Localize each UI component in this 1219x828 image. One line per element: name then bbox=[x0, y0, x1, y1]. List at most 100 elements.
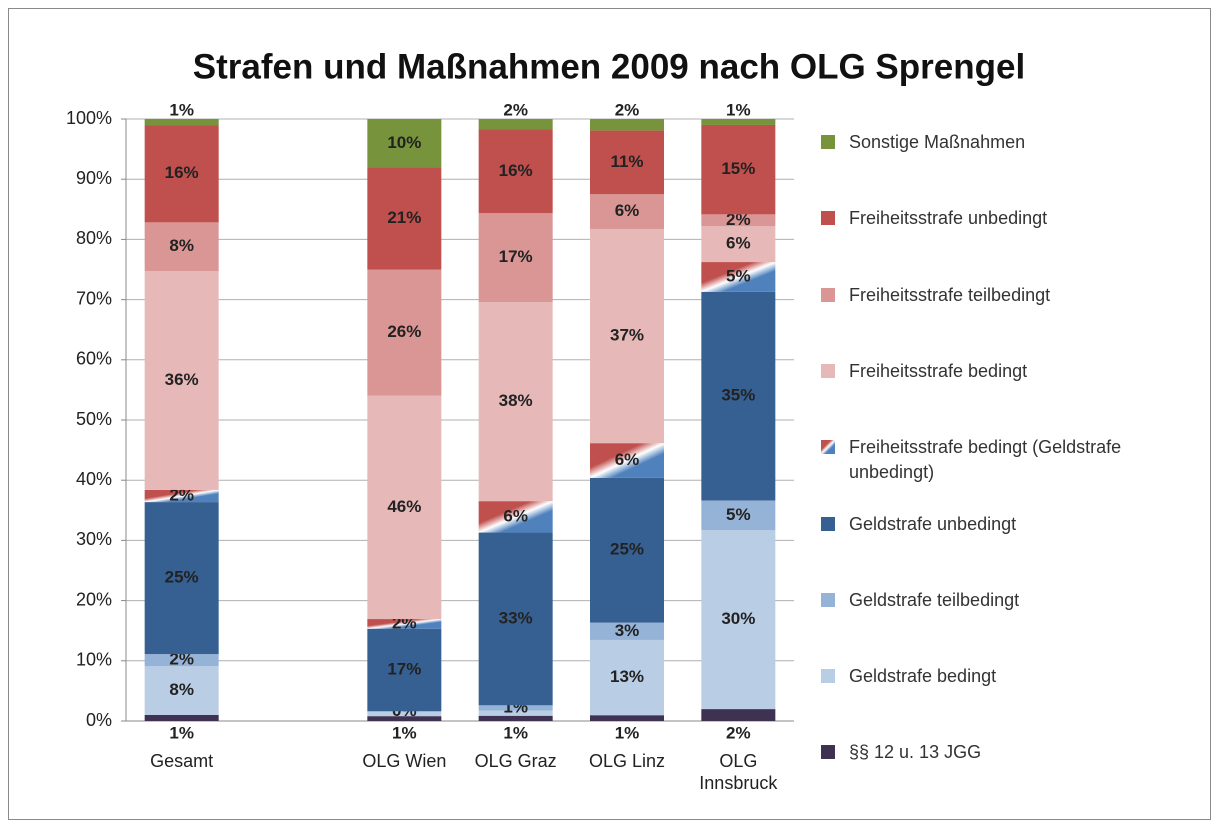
data-label: 1% bbox=[726, 100, 751, 119]
bar-segment bbox=[478, 129, 553, 214]
legend-entry: Freiheitsstrafe bedingt (Geldstrafe unbe… bbox=[821, 435, 1201, 485]
bar-segment bbox=[478, 501, 553, 533]
legend-label: Freiheitsstrafe bedingt (Geldstrafe unbe… bbox=[849, 437, 1122, 483]
legend-label: Geldstrafe unbedingt bbox=[849, 513, 1017, 534]
bar-segment bbox=[144, 502, 219, 655]
bar-segment bbox=[590, 443, 664, 478]
bar-segment bbox=[367, 711, 442, 717]
data-label: 6% bbox=[615, 450, 640, 469]
legend-label: §§ 12 u. 13 JGG bbox=[849, 742, 982, 763]
y-tick-label: 70% bbox=[76, 288, 112, 308]
bar-segment bbox=[144, 489, 219, 503]
bar-segment bbox=[590, 639, 664, 716]
data-label: 38% bbox=[499, 391, 533, 410]
legend-entry: §§ 12 u. 13 JGG bbox=[821, 740, 1201, 765]
legend-swatch bbox=[821, 440, 835, 455]
bar-segment bbox=[590, 228, 664, 444]
data-label: 30% bbox=[721, 609, 755, 628]
bar-segment bbox=[144, 654, 219, 667]
y-tick-label: 50% bbox=[76, 409, 112, 429]
data-label: 25% bbox=[165, 568, 199, 587]
bar-segment bbox=[144, 222, 219, 272]
bar-segment bbox=[590, 622, 664, 640]
bar-segment bbox=[701, 500, 776, 531]
data-label: 36% bbox=[165, 370, 199, 389]
data-label: 16% bbox=[499, 161, 533, 180]
data-label: 33% bbox=[499, 608, 533, 627]
data-label: 1% bbox=[503, 723, 528, 742]
bar-segment bbox=[701, 119, 776, 125]
bar-segment bbox=[144, 714, 219, 721]
bar-segment bbox=[701, 291, 776, 501]
y-tick-label: 20% bbox=[76, 589, 112, 609]
data-label: 26% bbox=[387, 322, 421, 341]
bar-segment bbox=[367, 395, 442, 620]
bar-segment bbox=[367, 119, 442, 168]
bar-segment bbox=[701, 530, 776, 710]
legend-label: Geldstrafe teilbedingt bbox=[849, 589, 1020, 610]
data-label: 6% bbox=[503, 506, 528, 525]
legend-swatch bbox=[821, 669, 835, 684]
bar-segment bbox=[478, 710, 553, 716]
bar-segment bbox=[590, 477, 664, 623]
bar-segment bbox=[478, 705, 553, 711]
y-tick-label: 10% bbox=[76, 650, 112, 670]
data-label: 6% bbox=[615, 201, 640, 220]
legend-swatch bbox=[821, 211, 835, 226]
y-tick-label: 0% bbox=[86, 710, 112, 730]
legend-entry: Geldstrafe teilbedingt bbox=[821, 588, 1201, 613]
bar-segment bbox=[701, 262, 776, 292]
x-tick-label: OLG Linz bbox=[588, 751, 666, 771]
data-label: 37% bbox=[610, 326, 644, 345]
data-label: 2% bbox=[726, 210, 751, 229]
data-label: 1% bbox=[615, 723, 640, 742]
legend-label: Freiheitsstrafe unbedingt bbox=[849, 208, 1048, 229]
data-label: 1% bbox=[392, 723, 417, 742]
bar-segment bbox=[701, 124, 776, 215]
bar-segment bbox=[590, 119, 664, 131]
legend-swatch bbox=[821, 516, 835, 531]
legend-label: Freiheitsstrafe bedingt bbox=[849, 360, 1028, 381]
y-tick-label: 40% bbox=[76, 469, 112, 489]
chart-title: Strafen und Maßnahmen 2009 nach OLG Spre… bbox=[193, 47, 1025, 86]
data-label: 17% bbox=[387, 660, 421, 679]
data-label: 8% bbox=[169, 680, 194, 699]
legend-swatch bbox=[821, 745, 835, 760]
data-label: 1% bbox=[169, 100, 194, 119]
data-label: 25% bbox=[610, 540, 644, 559]
bar-segment bbox=[590, 715, 664, 721]
bar-segment bbox=[367, 716, 442, 721]
legend-label: Geldstrafe bedingt bbox=[849, 666, 997, 687]
bar-segment bbox=[478, 302, 553, 502]
data-label: 21% bbox=[387, 208, 421, 227]
data-label: 17% bbox=[499, 247, 533, 266]
x-tick-label: Gesamt bbox=[150, 751, 214, 771]
bar-segment bbox=[701, 709, 776, 721]
bar-segment bbox=[701, 226, 776, 263]
bar-segment bbox=[144, 271, 219, 490]
bar-segment bbox=[701, 214, 776, 227]
bar-segment bbox=[478, 213, 553, 303]
bar-segment bbox=[367, 269, 442, 396]
data-label: 2% bbox=[615, 100, 640, 119]
data-label: 3% bbox=[615, 621, 640, 640]
legend-swatch bbox=[821, 135, 835, 149]
x-tick-label: OLG Wien bbox=[362, 751, 447, 771]
y-tick-label: 60% bbox=[76, 349, 112, 369]
data-label: 11% bbox=[610, 152, 643, 171]
y-tick-label: 100% bbox=[66, 108, 112, 128]
x-tick-label: OLG Graz bbox=[474, 751, 557, 771]
legend-entry: Freiheitsstrafe teilbedingt bbox=[821, 283, 1201, 308]
legend-label: Freiheitsstrafe teilbedingt bbox=[849, 284, 1051, 305]
bar-segment bbox=[367, 619, 442, 629]
data-label: 10% bbox=[387, 133, 421, 152]
y-tick-label: 90% bbox=[76, 168, 112, 188]
data-label: 5% bbox=[726, 266, 751, 285]
legend-swatch bbox=[821, 592, 835, 607]
legend-entry: Geldstrafe bedingt bbox=[821, 664, 1201, 689]
data-label: 5% bbox=[726, 505, 751, 524]
bar-segment bbox=[144, 119, 219, 126]
bar-segment bbox=[478, 119, 553, 130]
data-label: 13% bbox=[610, 667, 644, 686]
y-tick-label: 80% bbox=[76, 228, 112, 248]
